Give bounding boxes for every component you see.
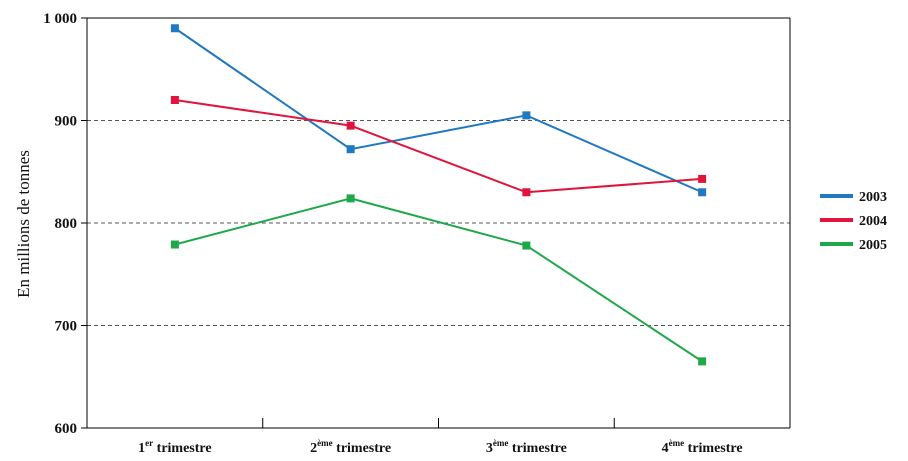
x-category-labels: 1er trimestre 2ème trimestre 3ème trimestr… [138,438,742,456]
y-tick-labels: 600 700 800 900 1 000 [43,11,77,437]
data-point-2003 [170,24,179,33]
data-point-2005 [170,240,179,249]
y-tick-label: 1 000 [43,11,77,27]
data-point-2005 [522,241,531,250]
data-point-2005 [698,357,707,366]
y-tick-label: 900 [55,114,78,130]
data-point-2005 [346,194,355,203]
x-category-label: 4ème trimestre [662,438,743,456]
data-point-2004 [698,174,707,183]
y-tick-label: 700 [55,319,78,335]
data-point-2003 [346,145,355,154]
legend-label-2005: 2005 [859,238,887,253]
y-axis-label: En millions de tonnes [14,150,33,298]
y-tick-label: 800 [55,216,78,232]
series-line-2004 [174,99,703,194]
data-point-2004 [522,188,531,197]
series-lines [170,24,707,366]
series-line-2003 [174,27,703,194]
data-point-2003 [698,188,707,197]
legend-label-2003: 2003 [859,190,887,205]
data-point-2004 [346,121,355,130]
legend: 2003 2004 2005 [820,190,887,253]
x-category-label: 2ème trimestre [310,438,391,456]
data-point-2004 [170,96,179,104]
axes [81,17,791,429]
x-category-label: 3ème trimestre [486,438,567,456]
legend-label-2004: 2004 [859,214,887,229]
data-point-2003 [522,111,531,120]
x-category-label: 1er trimestre [138,438,211,456]
series-line-2005 [174,197,703,363]
y-tick-label: 600 [55,421,78,437]
